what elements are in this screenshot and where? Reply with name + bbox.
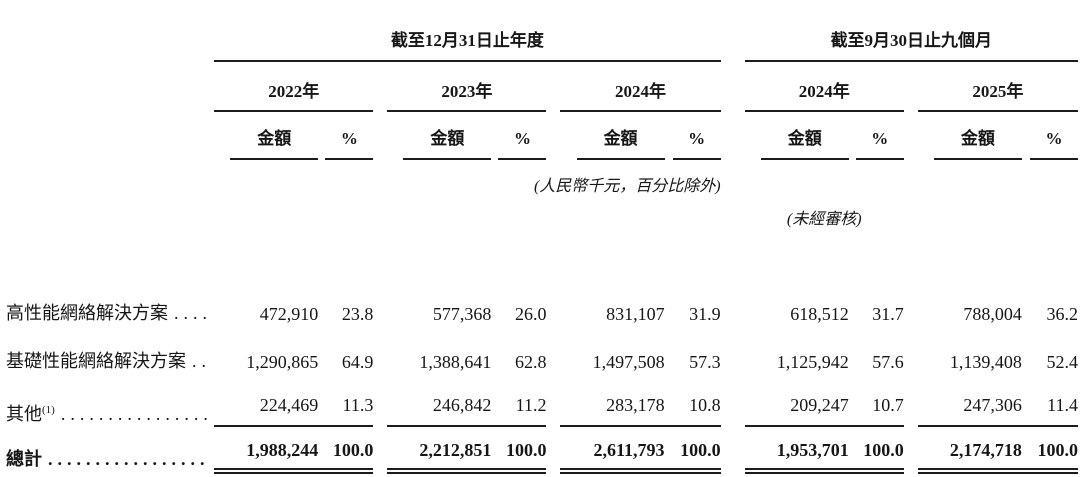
percent-header: % [318,111,374,160]
row-label: 其他(1)................ [6,404,213,424]
amount-header: 金額 [918,111,1022,160]
year-2024-interim: 2024年 [744,61,904,112]
amount-header: 金額 [745,111,849,160]
footnote-ref: (1) [42,404,55,416]
amount-cell: 1,388,641 [419,352,492,372]
percent-cell: 36.2 [1046,304,1079,324]
spacer-row [6,229,1078,277]
amount-cell: 209,247 [744,373,849,427]
total-percent-cell: 100.0 [664,426,721,474]
total-amount-cell: 1,953,701 [744,426,849,474]
percent-cell: 57.3 [689,352,721,372]
year-2025-interim: 2025年 [917,61,1078,112]
total-amount-cell: 2,212,851 [387,426,492,474]
year-header-row: 2022年 2023年 2024年 2024年 2025年 [6,61,1078,112]
percent-cell: 52.4 [1046,352,1079,372]
prospectus-page: { "table": { "sections": [ { "title": "截… [0,26,1080,477]
row-label: 高性能網絡解決方案.... [6,303,212,323]
total-percent-cell: 100.0 [318,426,374,474]
year-2022: 2022年 [214,61,374,112]
row-label: 基礎性能網絡解決方案.. [6,351,211,371]
amount-cell: 1,290,865 [246,352,319,372]
unaudited-note-row: (未經審核) [6,196,1078,229]
amount-header: 金額 [560,111,665,160]
dot-leader: ................ [60,404,213,424]
percent-header: % [849,111,904,160]
units-note: (人民幣千元，百分比除外) [533,178,721,195]
amount-cell: 247,306 [917,373,1022,427]
total-label: 總計................. [6,449,210,469]
percent-cell: 31.9 [689,304,721,324]
percent-cell: 57.6 [872,352,904,372]
percent-cell: 31.7 [872,304,904,324]
amount-cell: 1,497,508 [592,352,665,372]
column-header-row: 金額 % 金額 % 金額 % 金額 % 金額 % [6,111,1078,160]
amount-cell: 224,469 [214,373,319,427]
percent-header: % [491,111,547,160]
dot-leader: .. [192,351,211,371]
total-percent-cell: 100.0 [848,426,904,474]
dot-leader: .... [174,303,212,323]
table-row-others: 其他(1)................ 224,469 11.3 246,8… [6,373,1078,427]
section-header-row: 截至12月31日止年度 截至9月30日止九個月 [6,26,1078,62]
year-2024: 2024年 [560,61,721,112]
units-note-row: (人民幣千元，百分比除外) [6,160,1078,196]
amount-cell: 618,512 [790,304,849,324]
percent-header: % [665,111,721,160]
percent-cell: 26.0 [514,304,547,324]
amount-cell: 283,178 [560,373,665,427]
amount-cell: 577,368 [432,304,492,324]
amount-cell: 831,107 [606,304,665,324]
total-percent-cell: 100.0 [1021,426,1078,474]
amount-cell: 246,842 [387,373,492,427]
total-amount-cell: 2,611,793 [560,426,665,474]
revenue-breakdown-table: 截至12月31日止年度 截至9月30日止九個月 2022年 2023年 2024… [6,26,1078,474]
percent-cell: 11.3 [318,373,374,427]
percent-cell: 23.8 [341,304,374,324]
table-row-high-performance: 高性能網絡解決方案.... 472,910 23.8 577,368 26.0 … [6,277,1078,325]
percent-cell: 11.2 [491,373,547,427]
section-annual-title: 截至12月31日止年度 [214,26,721,62]
amount-header: 金額 [214,111,319,160]
amount-header: 金額 [387,111,492,160]
percent-header: % [1022,111,1078,160]
amount-cell: 788,004 [963,304,1022,324]
dot-leader: ................. [48,449,210,469]
percent-cell: 10.8 [664,373,721,427]
section-interim-title: 截至9月30日止九個月 [744,26,1078,62]
year-2023: 2023年 [387,61,547,112]
amount-cell: 472,910 [259,304,319,324]
percent-cell: 62.8 [514,352,547,372]
percent-cell: 64.9 [341,352,374,372]
table-row-basic-performance: 基礎性能網絡解決方案.. 1,290,865 64.9 1,388,641 62… [6,325,1078,373]
total-percent-cell: 100.0 [491,426,547,474]
total-amount-cell: 1,988,244 [214,426,319,474]
percent-cell: 10.7 [848,373,904,427]
table-row-total: 總計................. 1,988,244 100.0 2,21… [6,426,1078,474]
amount-cell: 1,139,408 [949,352,1022,372]
total-amount-cell: 2,174,718 [917,426,1022,474]
amount-cell: 1,125,942 [776,352,849,372]
unaudited-note: (未經審核) [786,211,862,228]
percent-cell: 11.4 [1021,373,1078,427]
